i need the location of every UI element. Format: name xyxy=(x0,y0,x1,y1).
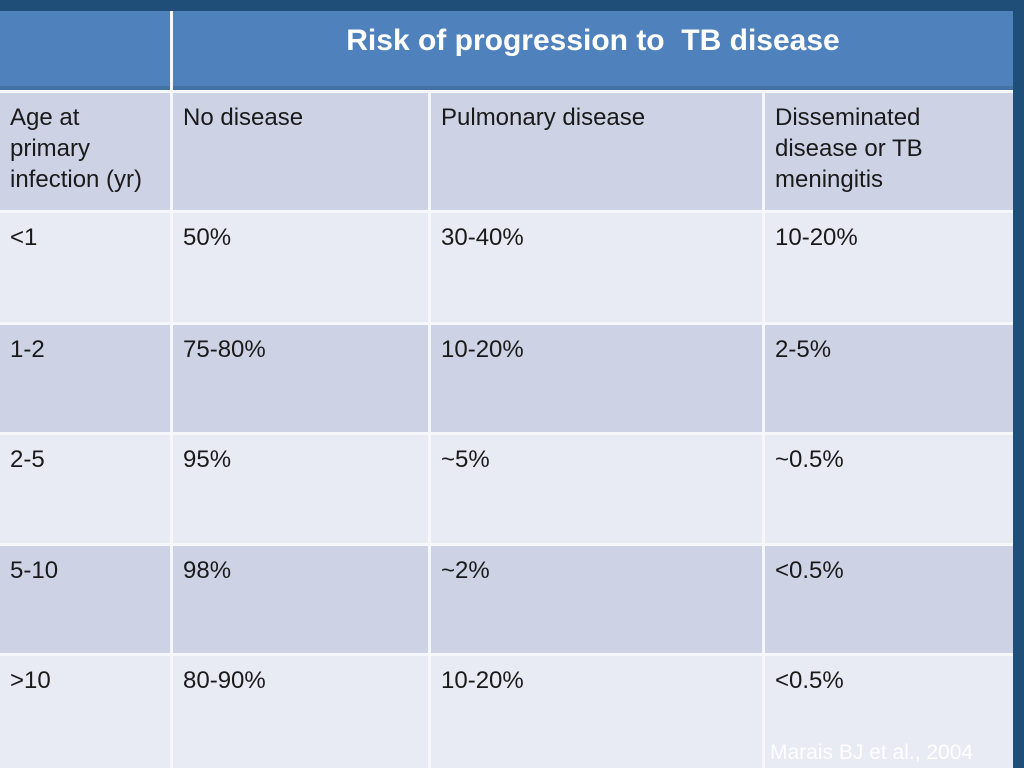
cell-lt1-pulmonary: 30-40% xyxy=(431,213,762,322)
column-header-disseminated: Disseminated disease or TB meningitis xyxy=(765,93,1013,210)
column-header-pulmonary: Pulmonary disease xyxy=(431,93,762,210)
cell-2-5-no-disease: 95% xyxy=(173,435,428,543)
cell-age-lt1: <1 xyxy=(0,213,170,322)
cell-age-5-10: 5-10 xyxy=(0,546,170,653)
citation: Marais BJ et al., 2004 xyxy=(770,741,974,764)
cell-1-2-pulmonary: 10-20% xyxy=(431,325,762,432)
cell-5-10-disseminated: <0.5% xyxy=(765,546,1013,653)
tb-risk-table: Risk of progression to TB disease Age at… xyxy=(0,11,1013,768)
table-title: Risk of progression to TB disease xyxy=(346,24,840,57)
cell-gt10-pulmonary: 10-20% xyxy=(431,656,762,768)
table-title-cell: Risk of progression to TB disease xyxy=(173,11,1013,90)
cell-5-10-no-disease: 98% xyxy=(173,546,428,653)
column-header-no-disease: No disease xyxy=(173,93,428,210)
cell-lt1-disseminated: 10-20% xyxy=(765,213,1013,322)
cell-age-1-2: 1-2 xyxy=(0,325,170,432)
cell-1-2-no-disease: 75-80% xyxy=(173,325,428,432)
table-corner-cell xyxy=(0,11,170,90)
column-header-age: Age at primary infection (yr) xyxy=(0,93,170,210)
cell-age-gt10: >10 xyxy=(0,656,170,768)
cell-2-5-disseminated: ~0.5% xyxy=(765,435,1013,543)
cell-lt1-no-disease: 50% xyxy=(173,213,428,322)
cell-1-2-disseminated: 2-5% xyxy=(765,325,1013,432)
cell-2-5-pulmonary: ~5% xyxy=(431,435,762,543)
cell-gt10-disseminated: <0.5% xyxy=(765,656,1013,768)
cell-age-2-5: 2-5 xyxy=(0,435,170,543)
cell-5-10-pulmonary: ~2% xyxy=(431,546,762,653)
cell-gt10-no-disease: 80-90% xyxy=(173,656,428,768)
